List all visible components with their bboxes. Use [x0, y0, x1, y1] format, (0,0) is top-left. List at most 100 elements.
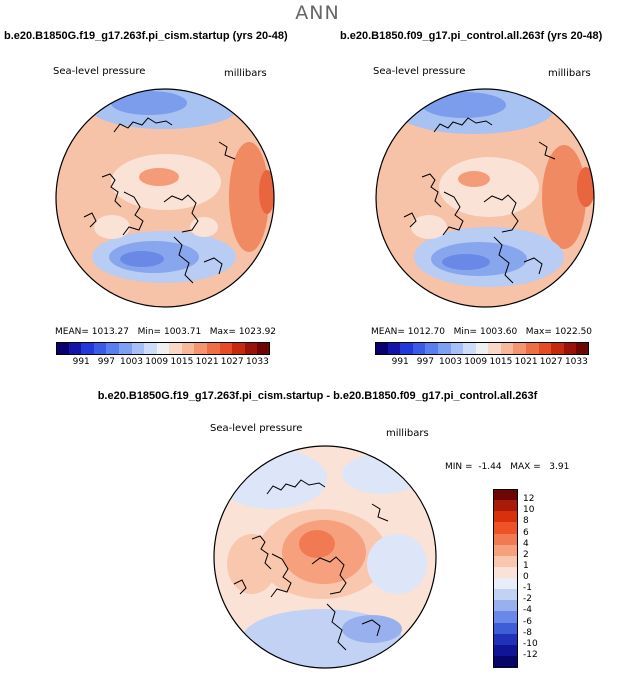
colorbar-label: -2 [523, 594, 532, 605]
panel-2-units: millibars [548, 68, 591, 79]
max-value: 3.91 [549, 462, 570, 472]
max-label: Max= [525, 327, 552, 337]
panel-2-stats: MEAN= 1012.70 Min= 1003.60 Max= 1022.50 [371, 327, 592, 337]
colorbar-swatch [387, 342, 401, 355]
panel-1-colorbar [56, 342, 271, 355]
colorbar-label: 0 [523, 572, 529, 582]
colorbar-swatch [493, 522, 518, 534]
colorbar-label: -6 [523, 616, 532, 627]
colorbar-label: 1021 [195, 357, 219, 367]
mean-label: MEAN= [55, 327, 89, 337]
colorbar-swatch [493, 533, 518, 546]
colorbar-swatch [257, 342, 271, 355]
min-label: Min= [137, 327, 162, 337]
season-title: ANN [295, 2, 340, 24]
colorbar-swatch [169, 342, 183, 355]
colorbar-swatch [576, 342, 590, 355]
colorbar-label: 12 [523, 494, 535, 505]
max-label: Max= [209, 327, 236, 337]
colorbar-swatch [93, 342, 107, 355]
colorbar-swatch [106, 342, 120, 355]
colorbar-label: 2 [523, 549, 529, 560]
colorbar-swatch [538, 342, 552, 355]
max-label: MAX = [510, 462, 541, 472]
colorbar-swatch [463, 342, 477, 355]
colorbar-swatch [244, 342, 258, 355]
colorbar-label: 1033 [564, 357, 588, 367]
colorbar-swatch [400, 342, 414, 355]
colorbar-label: 6 [523, 527, 529, 538]
colorbar-label: -1 [523, 583, 532, 594]
colorbar-swatch [500, 342, 514, 355]
min-value: 1003.60 [479, 327, 518, 337]
colorbar-outline [56, 342, 270, 355]
panel-1-stats: MEAN= 1013.27 Min= 1003.71 Max= 1023.92 [55, 327, 276, 337]
mean-value: 1012.70 [407, 327, 445, 337]
colorbar-label: 1021 [514, 357, 538, 367]
colorbar-swatch [493, 566, 518, 579]
diff-colorbar-labels: 12 10 8 6 4 2 1 0 -1 -2 -4 -6 -8 -10 -12 [523, 489, 563, 667]
colorbar-label: 997 [97, 357, 115, 367]
colorbar-label: 1009 [145, 357, 169, 367]
diff-title: b.e20.B1850G.f19_g17.263f.pi_cism.startu… [97, 390, 538, 402]
colorbar-swatch [493, 611, 518, 623]
colorbar-label: 1015 [170, 357, 194, 367]
colorbar-swatch [513, 342, 527, 355]
colorbar-label: 1009 [464, 357, 488, 367]
colorbar-swatch [551, 342, 565, 355]
panel-2-colorbar-labels: 991 997 1003 1009 1015 1021 1027 1033 [375, 357, 589, 369]
colorbar-swatch [493, 500, 518, 512]
colorbar-swatch [156, 342, 170, 355]
colorbar-label: 1027 [539, 357, 563, 367]
colorbar-swatch [412, 342, 426, 355]
colorbar-swatch [232, 342, 246, 355]
colorbar-label: 4 [523, 538, 529, 549]
colorbar-label: 991 [72, 357, 90, 367]
colorbar-swatch [450, 342, 464, 355]
colorbar-label: 991 [391, 357, 409, 367]
colorbar-swatch [488, 342, 502, 355]
colorbar-label: -8 [523, 627, 532, 638]
colorbar-swatch [493, 555, 518, 568]
colorbar-swatch [68, 342, 82, 355]
mean-value: 1013.27 [91, 327, 129, 337]
colorbar-label: -4 [523, 605, 532, 616]
colorbar-label: -10 [523, 638, 538, 649]
colorbar-outline [375, 342, 589, 355]
colorbar-label: 1003 [439, 357, 462, 367]
colorbar-label: 10 [523, 505, 535, 516]
colorbar-swatch [131, 342, 145, 355]
colorbar-swatch [194, 342, 208, 355]
colorbar-label: 1027 [220, 357, 244, 367]
colorbar-label: -12 [523, 649, 538, 660]
colorbar-swatch [526, 342, 540, 355]
mean-label: MEAN= [371, 327, 405, 337]
min-value: 1003.71 [163, 327, 202, 337]
colorbar-swatch [56, 342, 70, 355]
colorbar-swatch [493, 655, 518, 668]
colorbar-label: 1 [523, 560, 529, 571]
diff-stats: MIN = -1.44 MAX = 3.91 [445, 462, 569, 472]
colorbar-swatch [493, 489, 518, 501]
colorbar-label: 8 [523, 516, 529, 527]
colorbar-label: 1033 [245, 357, 269, 367]
panel-1-units: millibars [224, 68, 267, 79]
colorbar-swatch [493, 578, 518, 590]
colorbar-swatch [493, 600, 518, 612]
panel-2-variable: Sea-level pressure [373, 66, 466, 77]
panel-1-title: b.e20.B1850G.f19_g17.263f.pi_cism.startu… [4, 30, 288, 42]
colorbar-swatch [425, 342, 439, 355]
panel-1-map [55, 88, 275, 308]
colorbar-swatch [437, 342, 452, 355]
panel-2-map [375, 88, 595, 308]
colorbar-outline [493, 489, 518, 667]
diff-map [213, 445, 437, 669]
colorbar-swatch [207, 342, 221, 355]
diff-units: millibars [386, 428, 429, 439]
panel-1-colorbar-labels: 991 997 1003 1009 1015 1021 1027 1033 [56, 357, 270, 369]
panel-1-variable: Sea-level pressure [53, 66, 146, 77]
colorbar-label: 997 [416, 357, 434, 367]
colorbar-swatch [81, 342, 95, 355]
colorbar-label: 1015 [489, 357, 513, 367]
panel-2-colorbar [375, 342, 590, 355]
